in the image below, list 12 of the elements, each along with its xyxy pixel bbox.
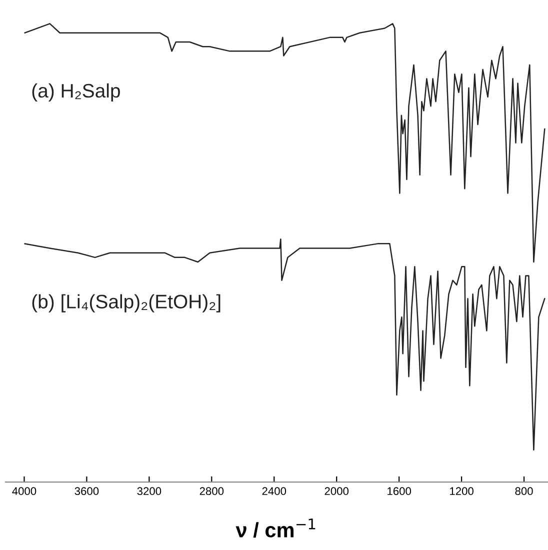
x-tick-label: 1600 bbox=[388, 487, 411, 496]
x-tick-label: 2000 bbox=[324, 487, 349, 496]
text: (a) H₂Salp bbox=[32, 83, 120, 102]
x-tick-label: 2800 bbox=[200, 487, 224, 496]
x-tick-label: 800 bbox=[515, 487, 533, 496]
x-tick-label: 3200 bbox=[137, 487, 162, 496]
x-tick-label: 1200 bbox=[450, 487, 474, 496]
x-tick-label: 4000 bbox=[12, 487, 36, 496]
text: (b) [Li₄(Salp)₂(EtOH)₂] bbox=[32, 294, 220, 312]
x-tick-label: 3600 bbox=[74, 487, 99, 496]
x-axis-title: ν / cm$^{−1}$ bbox=[236, 518, 316, 538]
x-tick-label: 2400 bbox=[262, 487, 286, 496]
